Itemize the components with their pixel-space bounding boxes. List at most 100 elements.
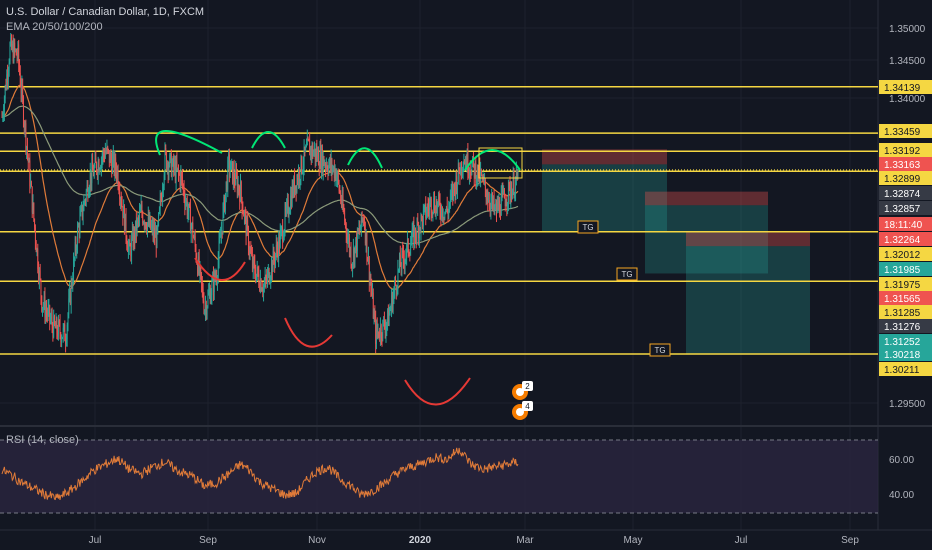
candle-body: [446, 206, 448, 213]
candle-body: [249, 248, 251, 253]
candle-body: [438, 194, 439, 202]
candle-body: [488, 199, 490, 206]
candle-body: [440, 212, 442, 218]
candle-body: [120, 199, 121, 201]
candle-body: [221, 230, 222, 237]
candle-body: [500, 195, 502, 216]
candle-body: [170, 153, 172, 177]
candle-body: [267, 268, 269, 273]
candle-body: [279, 232, 281, 248]
tg-box: [577, 220, 599, 234]
candle-body: [511, 190, 512, 200]
candle-body: [17, 44, 19, 57]
candle-body: [100, 159, 102, 169]
candle-body: [202, 288, 204, 302]
time-tick: Jul: [735, 535, 748, 546]
candle-body: [158, 213, 160, 225]
candle-body: [471, 164, 473, 175]
stop-zone: [686, 232, 810, 247]
candle-body: [84, 200, 86, 202]
price-badge: [879, 201, 932, 215]
candle-body: [487, 198, 489, 203]
event-badge: [522, 381, 533, 391]
candle-body: [380, 325, 381, 339]
time-axis[interactable]: Jul Sep Nov 2020 Mar May Jul Sep: [89, 535, 860, 546]
candle-body: [411, 229, 413, 241]
candle-body: [89, 187, 90, 194]
candle-body: [456, 176, 458, 192]
candle-body: [146, 227, 148, 232]
candle-body: [248, 250, 250, 253]
price-badge-label: 1.31565: [884, 294, 921, 305]
candle-body: [462, 168, 464, 170]
candle-body: [382, 320, 384, 339]
price-badge-label: 1.32857: [884, 204, 921, 215]
candle-body: [480, 171, 482, 175]
candle-body: [98, 162, 100, 172]
candle-body: [459, 172, 461, 176]
candle-body: [178, 173, 180, 175]
candle-body: [367, 257, 369, 262]
candle-body: [407, 239, 409, 254]
price-axis[interactable]: 1.35000 1.34500 1.34000 1.29500 60.00 40.00: [889, 24, 926, 501]
candle-body: [418, 227, 420, 239]
symbol-title[interactable]: U.S. Dollar / Canadian Dollar, 1D, FXCM: [6, 6, 205, 18]
candle-body: [504, 198, 506, 207]
candle-body: [100, 168, 101, 170]
candle-body: [44, 296, 46, 318]
pattern-arcs: [155, 130, 521, 406]
candle-body: [53, 316, 55, 337]
price-badge: [879, 347, 932, 361]
candle-body: [505, 203, 507, 207]
candle-body: [159, 207, 160, 214]
price-badge-label: 18:11:40: [884, 220, 923, 231]
rsi-indicator-label[interactable]: RSI (14, close): [6, 434, 79, 446]
candle-body: [408, 253, 410, 255]
candle-body: [497, 201, 499, 210]
candle-body: [212, 275, 214, 282]
candle-body: [31, 182, 32, 187]
event-markers[interactable]: 24: [512, 381, 533, 420]
candle-body: [18, 44, 20, 64]
candle-body: [73, 259, 74, 282]
candle-body: [182, 185, 184, 188]
candle-body: [495, 203, 497, 208]
candle-body: [364, 220, 365, 229]
candle-body: [247, 220, 249, 229]
candle-body: [507, 202, 509, 206]
candle-body: [403, 251, 404, 260]
candle-body: [447, 212, 449, 215]
candle-body: [210, 295, 212, 303]
candle-body: [181, 173, 183, 178]
candle-body: [149, 217, 151, 226]
ema-indicator-label[interactable]: EMA 20/50/100/200: [6, 21, 103, 33]
candle-body: [244, 212, 246, 215]
stop-zone: [645, 191, 768, 206]
candle-body: [13, 42, 15, 62]
candle-body: [172, 157, 174, 165]
price-badge-label: 1.32899: [884, 174, 921, 185]
candle-body: [229, 169, 231, 173]
candle-body: [461, 162, 462, 172]
candle-body: [154, 227, 156, 238]
candle-body: [179, 174, 181, 186]
candle-body: [405, 256, 407, 260]
price-badge: [879, 262, 932, 276]
candle-body: [444, 211, 446, 219]
candle-body: [124, 213, 126, 232]
candle-body: [325, 165, 327, 168]
candle-body: [1, 116, 3, 118]
candle-body: [244, 212, 245, 217]
candle-body: [463, 163, 465, 169]
candle-body: [78, 226, 80, 234]
candle-body: [363, 218, 365, 221]
candle-body: [341, 194, 343, 205]
candle-body: [372, 292, 374, 319]
candle-body: [89, 172, 91, 188]
candle-body: [230, 161, 232, 170]
candle-body: [106, 146, 108, 153]
price-badge-label: 1.31252: [884, 337, 921, 348]
candle-body: [401, 250, 403, 269]
candle-body: [450, 192, 452, 194]
